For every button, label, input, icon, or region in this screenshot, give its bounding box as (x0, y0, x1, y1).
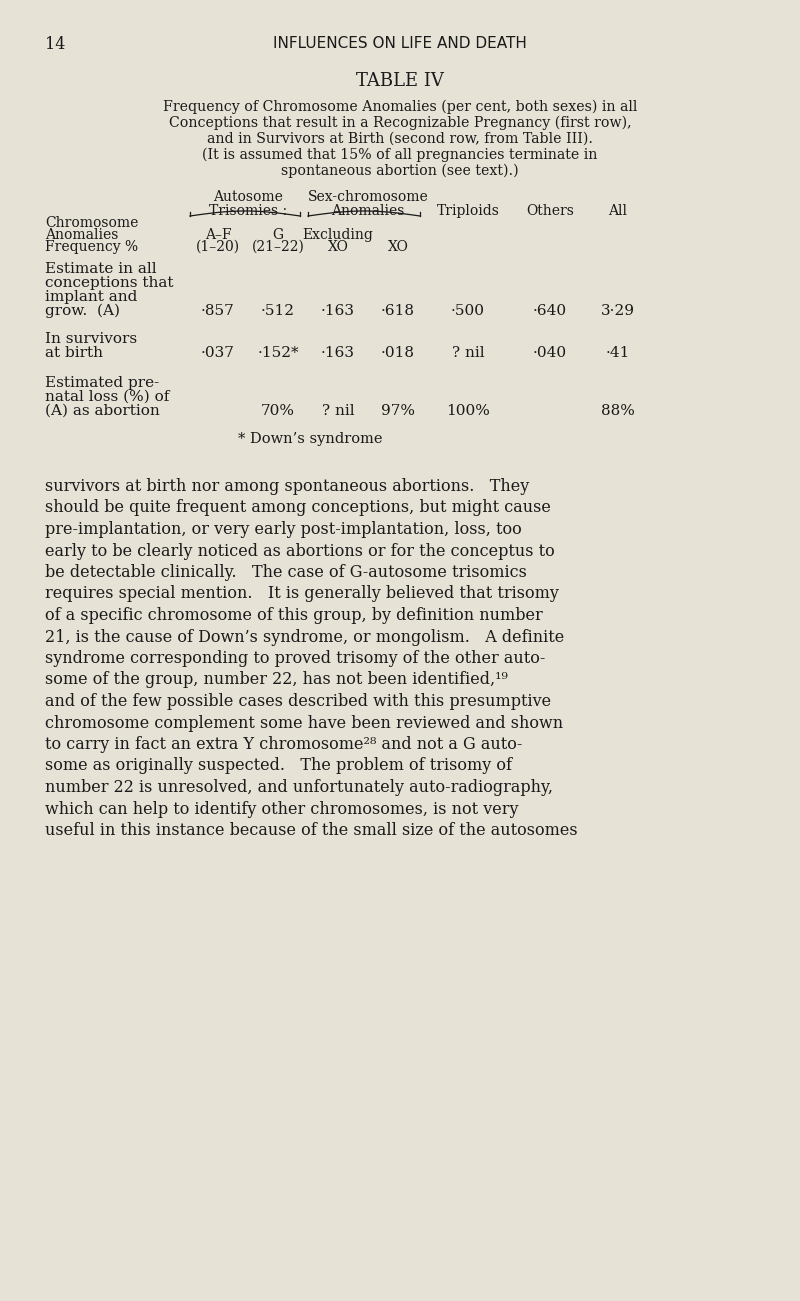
Text: (A) as abortion: (A) as abortion (45, 405, 160, 418)
Text: Anomalies: Anomalies (331, 204, 405, 219)
Text: ·41: ·41 (606, 346, 630, 360)
Text: spontaneous abortion (see text).): spontaneous abortion (see text).) (281, 164, 519, 178)
Text: Autosome: Autosome (213, 190, 283, 204)
Text: G: G (273, 228, 283, 242)
Text: Estimated pre-: Estimated pre- (45, 376, 159, 390)
Text: 88%: 88% (601, 405, 635, 418)
Text: Others: Others (526, 204, 574, 219)
Text: Excluding: Excluding (302, 228, 374, 242)
Text: ·163: ·163 (321, 304, 355, 317)
Text: ? nil: ? nil (322, 405, 354, 418)
Text: * Down’s syndrome: * Down’s syndrome (238, 432, 382, 446)
Text: Chromosome: Chromosome (45, 216, 138, 230)
Text: conceptions that: conceptions that (45, 276, 174, 290)
Text: Triploids: Triploids (437, 204, 499, 219)
Text: (21–22): (21–22) (251, 239, 305, 254)
Text: Frequency of Chromosome Anomalies (per cent, both sexes) in all: Frequency of Chromosome Anomalies (per c… (163, 100, 637, 114)
Text: which can help to identify other chromosomes, is not very: which can help to identify other chromos… (45, 800, 518, 817)
Text: 97%: 97% (381, 405, 415, 418)
Text: All: All (609, 204, 627, 219)
Text: of a specific chromosome of this group, by definition number: of a specific chromosome of this group, … (45, 608, 542, 624)
Text: and in Survivors at Birth (second row, from Table III).: and in Survivors at Birth (second row, f… (207, 131, 593, 146)
Text: Anomalies: Anomalies (45, 228, 118, 242)
Text: ·018: ·018 (381, 346, 415, 360)
Text: 70%: 70% (261, 405, 295, 418)
Text: chromosome complement some have been reviewed and shown: chromosome complement some have been rev… (45, 714, 563, 731)
Text: ·163: ·163 (321, 346, 355, 360)
Text: useful in this instance because of the small size of the autosomes: useful in this instance because of the s… (45, 822, 578, 839)
Text: 100%: 100% (446, 405, 490, 418)
Text: survivors at birth nor among spontaneous abortions.   They: survivors at birth nor among spontaneous… (45, 477, 530, 494)
Text: INFLUENCES ON LIFE AND DEATH: INFLUENCES ON LIFE AND DEATH (273, 36, 527, 51)
Text: ·152*: ·152* (257, 346, 299, 360)
Text: number 22 is unresolved, and unfortunately auto-radiography,: number 22 is unresolved, and unfortunate… (45, 779, 553, 796)
Text: natal loss (%) of: natal loss (%) of (45, 390, 170, 405)
Text: ·640: ·640 (533, 304, 567, 317)
Text: 3·29: 3·29 (601, 304, 635, 317)
Text: implant and: implant and (45, 290, 138, 304)
Text: Estimate in all: Estimate in all (45, 262, 157, 276)
Text: Sex-chromosome: Sex-chromosome (308, 190, 428, 204)
Text: In survivors: In survivors (45, 332, 137, 346)
Text: Frequency %: Frequency % (45, 239, 138, 254)
Text: some as originally suspected.   The problem of trisomy of: some as originally suspected. The proble… (45, 757, 512, 774)
Text: early to be clearly noticed as abortions or for the conceptus to: early to be clearly noticed as abortions… (45, 543, 554, 559)
Text: be detectable clinically.   The case of G-autosome trisomics: be detectable clinically. The case of G-… (45, 565, 527, 582)
Text: XO: XO (387, 239, 409, 254)
Text: some of the group, number 22, has not been identified,¹⁹: some of the group, number 22, has not be… (45, 671, 508, 688)
Text: 21, is the cause of Down’s syndrome, or mongolism.   A definite: 21, is the cause of Down’s syndrome, or … (45, 628, 564, 645)
Text: requires special mention.   It is generally believed that trisomy: requires special mention. It is generall… (45, 585, 559, 602)
Text: syndrome corresponding to proved trisomy of the other auto-: syndrome corresponding to proved trisomy… (45, 650, 546, 667)
Text: (1–20): (1–20) (196, 239, 240, 254)
Text: 14: 14 (45, 36, 66, 53)
Text: ·040: ·040 (533, 346, 567, 360)
Text: ? nil: ? nil (452, 346, 484, 360)
Text: ·500: ·500 (451, 304, 485, 317)
Text: to carry in fact an extra Y chromosome²⁸ and not a G auto-: to carry in fact an extra Y chromosome²⁸… (45, 736, 522, 753)
Text: (It is assumed that 15% of all pregnancies terminate in: (It is assumed that 15% of all pregnanci… (202, 148, 598, 163)
Text: pre-implantation, or very early post-implantation, loss, too: pre-implantation, or very early post-imp… (45, 520, 522, 539)
Text: ·618: ·618 (381, 304, 415, 317)
Text: at birth: at birth (45, 346, 103, 360)
Text: and of the few possible cases described with this presumptive: and of the few possible cases described … (45, 693, 551, 710)
Text: TABLE IV: TABLE IV (356, 72, 444, 90)
Text: XO: XO (327, 239, 349, 254)
Text: ·857: ·857 (201, 304, 235, 317)
Text: grow.  (A): grow. (A) (45, 304, 120, 319)
Text: Conceptions that result in a Recognizable Pregnancy (first row),: Conceptions that result in a Recognizabl… (169, 116, 631, 130)
Text: A–F: A–F (205, 228, 231, 242)
Text: ·037: ·037 (201, 346, 235, 360)
Text: should be quite frequent among conceptions, but might cause: should be quite frequent among conceptio… (45, 500, 551, 516)
Text: ·512: ·512 (261, 304, 295, 317)
Text: Trisomies :: Trisomies : (209, 204, 287, 219)
